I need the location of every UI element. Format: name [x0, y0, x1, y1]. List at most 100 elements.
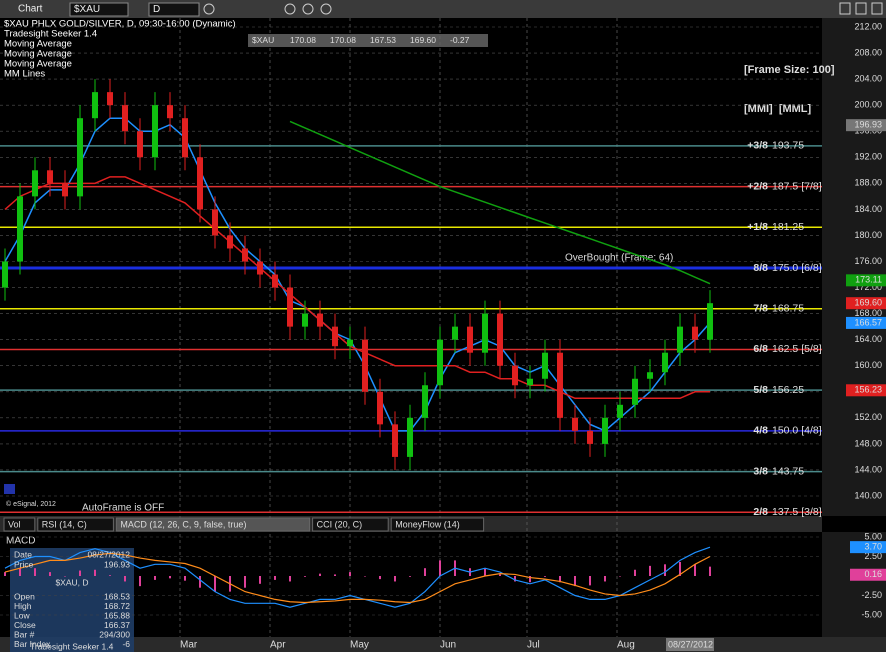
- indicator-tab-label[interactable]: Vol: [8, 519, 21, 529]
- data-window-key: Bar #: [14, 629, 35, 639]
- data-window-value: 166.37: [104, 620, 130, 630]
- symbol-input[interactable]: $XAU: [74, 4, 100, 15]
- toolbar-title: Chart: [18, 4, 43, 15]
- candle-body: [707, 303, 713, 340]
- indicator-tab[interactable]: [115, 517, 311, 532]
- macd-histogram-bar: [34, 568, 36, 576]
- candle-body: [62, 183, 68, 197]
- indicator-tab-label[interactable]: RSI (14, C): [42, 519, 87, 529]
- macd-marker-label: 0.16: [864, 569, 882, 579]
- data-window-value: 196.93: [104, 559, 130, 569]
- price-tick-label: 160.00: [854, 360, 882, 370]
- macd-histogram-bar: [184, 576, 186, 581]
- candle-body: [542, 352, 548, 379]
- candle-body: [677, 326, 683, 353]
- candle-body: [122, 105, 128, 132]
- macd-histogram-bar: [694, 564, 696, 576]
- frame-size: [Frame Size: 100]: [744, 64, 835, 76]
- candle-body: [182, 118, 188, 158]
- legend-entry: MM Lines: [4, 69, 45, 80]
- toolbar-icons[interactable]: [203, 2, 883, 15]
- copyright: © eSignal, 2012: [6, 500, 56, 508]
- price-tick-label: 184.00: [854, 204, 882, 214]
- indicator-tab[interactable]: [37, 517, 114, 532]
- macd-histogram-bar: [19, 568, 21, 576]
- candle-body: [287, 287, 293, 327]
- macd-histogram-bar: [259, 576, 261, 584]
- month-label: Apr: [270, 640, 286, 651]
- data-window-value: 08/27/2012: [87, 549, 130, 559]
- mm-tag: 6/8: [753, 343, 768, 355]
- mm-label: 156.25: [772, 384, 804, 396]
- data-window-footer: Tradesight Seeker 1.4: [30, 641, 114, 651]
- data-window-value: 165.88: [104, 610, 130, 620]
- mm-tag: 5/8: [753, 384, 768, 396]
- macd-histogram-bar: [49, 572, 51, 576]
- indicator-tab-label[interactable]: MACD (12, 26, C, 9, false, true): [120, 519, 246, 529]
- price-tick-label: 168.00: [854, 308, 882, 318]
- candle-body: [482, 313, 488, 353]
- price-tick-label: 144.00: [854, 464, 882, 474]
- price-marker: [846, 119, 886, 132]
- price-tick-label: 200.00: [854, 100, 882, 110]
- indicator-tab[interactable]: [3, 517, 36, 532]
- candle-body: [347, 339, 353, 347]
- legend-entry: Moving Average: [4, 59, 72, 70]
- macd-histogram-bar: [439, 560, 441, 576]
- indicator-tab[interactable]: [390, 517, 485, 532]
- macd-histogram-bar: [559, 576, 561, 583]
- macd-marker-label: 3.70: [864, 542, 882, 552]
- data-window-symbol: $XAU, D: [55, 577, 88, 587]
- candle-body: [212, 209, 218, 236]
- candle-body: [197, 157, 203, 210]
- strip-value: 170.08: [330, 35, 356, 45]
- price-axis: [822, 18, 886, 516]
- strip-value: 167.53: [370, 35, 396, 45]
- legend-entry: Moving Average: [4, 49, 72, 60]
- mm-tag: 7/8: [753, 303, 768, 315]
- macd-panel: [0, 532, 822, 637]
- candle-body: [632, 378, 638, 405]
- macd-histogram-bar: [139, 576, 141, 587]
- interval-box[interactable]: [148, 2, 200, 17]
- data-window-key: Low: [14, 610, 30, 620]
- price-tick-label: 148.00: [854, 438, 882, 448]
- mm-label: 187.5 [7/8]: [772, 180, 822, 192]
- data-window-value: 168.53: [104, 591, 130, 601]
- macd-tick-label: 2.50: [864, 551, 882, 561]
- candle-body: [77, 118, 83, 197]
- candle-body: [437, 339, 443, 386]
- moving-average: [289, 120, 711, 285]
- symbol-box[interactable]: [69, 2, 129, 17]
- candle-body: [647, 372, 653, 379]
- strip-value: -0.27: [450, 35, 470, 45]
- data-window-key: High: [14, 601, 32, 611]
- candle-body: [602, 417, 608, 444]
- macd-histogram-bar: [304, 576, 306, 577]
- candle-body: [512, 365, 518, 386]
- price-marker: [846, 297, 886, 310]
- candle-body: [92, 92, 98, 119]
- macd-histogram-bar: [64, 576, 66, 577]
- macd-histogram-bar: [604, 576, 606, 582]
- price-tick-label: 176.00: [854, 256, 882, 266]
- macd-histogram-bar: [79, 570, 81, 576]
- macd-histogram-bar: [109, 575, 111, 576]
- price-marker: [846, 316, 886, 329]
- price-tick-label: 152.00: [854, 412, 882, 422]
- interval-input[interactable]: D: [153, 4, 160, 15]
- indicator-tab[interactable]: [312, 517, 389, 532]
- indicator-tab-label[interactable]: MoneyFlow (14): [395, 519, 460, 529]
- candle-body: [452, 326, 458, 340]
- candle-body: [152, 105, 158, 158]
- macd-histogram-bar: [619, 576, 621, 577]
- candle-body: [377, 391, 383, 425]
- macd-histogram-bar: [289, 576, 291, 582]
- mm-tag: +2/8: [747, 180, 768, 192]
- indicator-tab-label[interactable]: CCI (20, C): [317, 519, 363, 529]
- overbought-label: OverBought (Frame: 64): [565, 253, 673, 264]
- macd-tick-label: 5.00: [864, 531, 882, 541]
- mm-label: 162.5 [5/8]: [772, 343, 822, 355]
- candle-body: [617, 404, 623, 418]
